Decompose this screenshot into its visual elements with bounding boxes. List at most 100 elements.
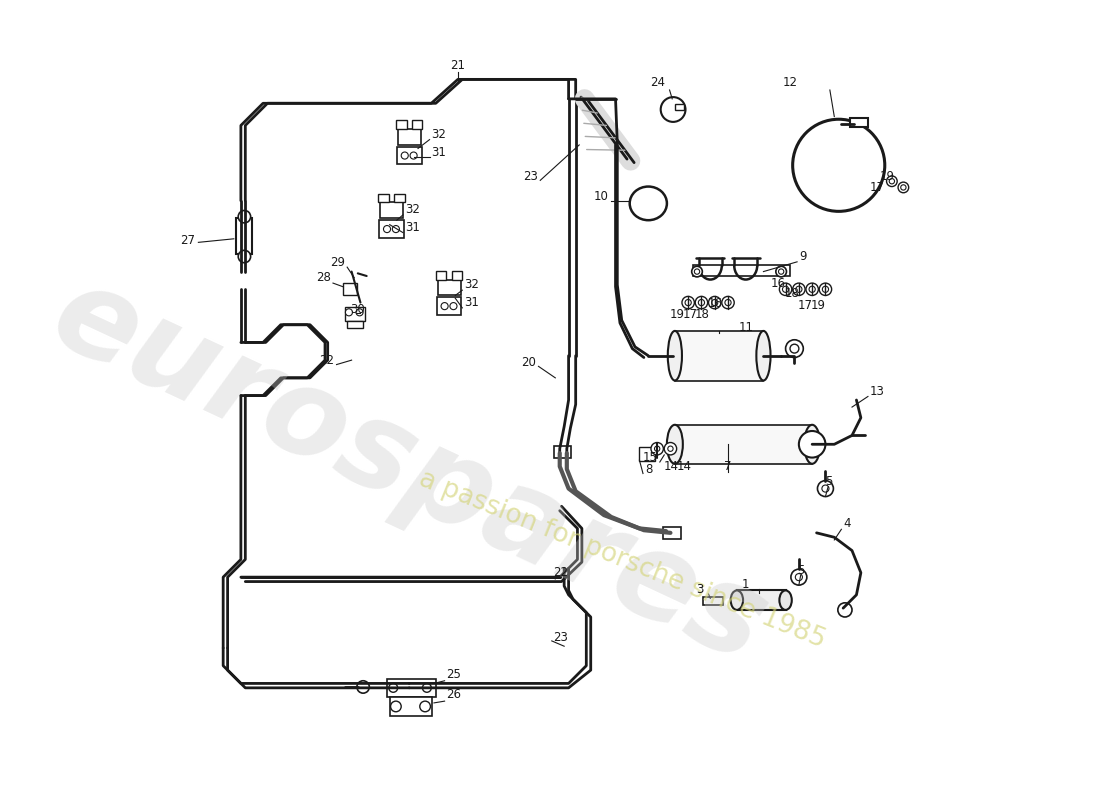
Circle shape (806, 283, 818, 295)
Circle shape (239, 250, 251, 262)
Circle shape (388, 683, 398, 692)
Circle shape (725, 299, 732, 306)
Text: 22: 22 (319, 354, 334, 366)
Circle shape (694, 269, 700, 274)
Circle shape (239, 210, 251, 223)
Text: 29: 29 (330, 256, 345, 270)
Circle shape (668, 446, 673, 451)
Circle shape (776, 266, 786, 277)
Circle shape (782, 286, 789, 292)
Ellipse shape (757, 331, 770, 381)
Text: 31: 31 (431, 146, 447, 158)
Ellipse shape (780, 590, 792, 610)
Text: 17: 17 (869, 181, 884, 194)
Bar (379, 202, 403, 218)
Circle shape (685, 299, 691, 306)
Text: 18: 18 (784, 287, 800, 300)
Text: 16: 16 (707, 297, 723, 310)
Bar (236, 218, 252, 254)
Circle shape (356, 309, 363, 316)
Bar (411, 120, 422, 129)
Circle shape (420, 701, 430, 712)
Bar (394, 194, 405, 202)
Circle shape (410, 152, 417, 159)
Bar (675, 331, 763, 381)
Circle shape (793, 283, 805, 295)
Text: 21: 21 (450, 58, 465, 72)
Circle shape (664, 442, 676, 455)
Text: a passion for porsche since 1985: a passion for porsche since 1985 (415, 466, 828, 653)
Ellipse shape (668, 331, 682, 381)
Circle shape (822, 485, 829, 492)
Text: 17: 17 (682, 307, 697, 321)
Text: 23: 23 (522, 170, 538, 183)
Circle shape (345, 309, 352, 316)
Circle shape (820, 283, 832, 295)
Bar (436, 270, 447, 279)
Text: 12: 12 (782, 77, 797, 90)
Bar (675, 104, 684, 110)
Ellipse shape (730, 590, 744, 610)
Text: 32: 32 (405, 203, 419, 216)
Bar (379, 220, 404, 238)
Bar (693, 266, 790, 276)
Bar (639, 447, 656, 461)
Text: 30: 30 (350, 303, 365, 316)
Bar (452, 270, 462, 279)
Circle shape (785, 340, 803, 358)
Text: 19: 19 (811, 298, 826, 312)
Text: 19: 19 (670, 307, 685, 321)
Text: 15: 15 (642, 451, 657, 464)
Circle shape (695, 296, 707, 309)
Text: 5: 5 (825, 475, 833, 488)
Text: 3: 3 (696, 583, 703, 596)
Bar (387, 679, 436, 697)
Text: 26: 26 (447, 689, 461, 702)
Bar (345, 307, 365, 321)
Text: 7: 7 (724, 460, 732, 473)
Circle shape (654, 446, 660, 451)
Bar (553, 446, 571, 458)
Circle shape (708, 296, 720, 309)
Circle shape (384, 226, 390, 233)
Bar (348, 321, 363, 328)
Text: 22: 22 (552, 566, 568, 579)
Bar (737, 590, 785, 610)
Text: 32: 32 (431, 128, 447, 141)
Text: 13: 13 (870, 385, 884, 398)
Bar (703, 597, 723, 606)
Ellipse shape (799, 431, 825, 458)
Circle shape (712, 299, 718, 306)
Circle shape (780, 283, 792, 295)
Circle shape (887, 176, 898, 186)
Circle shape (823, 286, 828, 292)
Circle shape (779, 269, 784, 274)
Bar (343, 283, 356, 295)
Ellipse shape (667, 425, 683, 464)
Text: 31: 31 (405, 221, 419, 234)
Circle shape (356, 681, 370, 693)
Circle shape (838, 603, 853, 617)
Text: 1: 1 (742, 578, 749, 590)
Circle shape (795, 286, 802, 292)
Circle shape (390, 701, 402, 712)
Text: 14: 14 (676, 460, 691, 473)
Bar (389, 697, 432, 716)
Bar (378, 194, 388, 202)
Bar (398, 129, 420, 145)
Circle shape (810, 286, 815, 292)
Circle shape (651, 442, 663, 455)
Text: 18: 18 (695, 307, 710, 321)
Text: 23: 23 (552, 631, 568, 644)
Circle shape (889, 178, 894, 184)
Text: 32: 32 (464, 278, 478, 291)
Text: 16: 16 (771, 277, 786, 290)
Circle shape (450, 302, 456, 310)
Text: 31: 31 (464, 296, 478, 309)
Bar (396, 120, 407, 129)
Circle shape (795, 574, 802, 581)
Circle shape (898, 182, 909, 193)
Circle shape (817, 481, 834, 497)
Bar (397, 146, 421, 165)
Text: 25: 25 (447, 668, 461, 681)
